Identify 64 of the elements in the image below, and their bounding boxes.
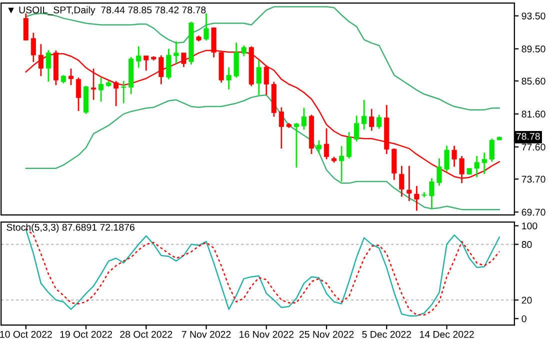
candlestick xyxy=(399,165,404,198)
candlestick xyxy=(204,12,209,42)
candlestick xyxy=(436,158,442,186)
candlestick xyxy=(98,76,104,102)
y-tick-label: 100 xyxy=(522,222,538,230)
candlestick xyxy=(474,155,480,178)
candlestick xyxy=(256,59,262,96)
candlestick xyxy=(354,114,360,142)
candlestick xyxy=(406,165,412,202)
candlestick xyxy=(76,76,82,112)
candlestick xyxy=(144,55,149,72)
candlestick xyxy=(429,178,434,210)
line-series xyxy=(25,94,500,210)
y-tick-label: 77.60 xyxy=(522,144,546,151)
candlestick xyxy=(362,99,367,130)
candlestick xyxy=(324,128,330,160)
y-tick-label: 69.70 xyxy=(522,208,546,216)
candlestick xyxy=(46,49,51,82)
candlestick xyxy=(226,66,232,90)
x-tick-label: 14 Dec 2022 xyxy=(420,330,474,338)
candlestick xyxy=(121,80,126,104)
candlestick xyxy=(158,54,164,85)
candlestick xyxy=(181,52,186,68)
candlestick xyxy=(91,68,96,101)
candlestick xyxy=(346,131,352,160)
candlestick xyxy=(166,48,172,80)
candlestick xyxy=(301,107,307,130)
x-tick-label: 19 Oct 2022 xyxy=(60,330,112,338)
x-tick-label: 25 Nov 2022 xyxy=(299,330,354,338)
candlestick xyxy=(30,32,36,63)
candlestick xyxy=(294,122,299,168)
y-tick-label: 81.60 xyxy=(522,110,546,118)
candlestick xyxy=(241,44,246,57)
y-tick-label: 85.60 xyxy=(522,78,546,85)
candlestick xyxy=(482,152,487,175)
candlestick xyxy=(68,68,74,86)
candlestick xyxy=(444,145,450,172)
candlestick xyxy=(136,46,142,68)
y-tick-label: 20 xyxy=(522,296,532,304)
y-tick-label: 0 xyxy=(522,315,526,322)
x-tick-label: 5 Dec 2022 xyxy=(362,330,412,338)
candlestick xyxy=(489,138,494,162)
chart-title: Stoch(5,3,3) 87.6891 72.1876 xyxy=(6,224,134,233)
candlestick xyxy=(414,185,420,212)
candlestick xyxy=(452,145,457,168)
candlestick xyxy=(174,40,179,64)
candlestick xyxy=(234,42,239,78)
candlestick xyxy=(339,145,344,182)
x-tick-label: 10 Oct 2022 xyxy=(0,330,52,338)
y-tick-label: 73.70 xyxy=(522,176,546,183)
y-tick-label: 80 xyxy=(522,241,532,248)
chart-title: ▼ USOIL_SPT,Daily 78.44 78.85 78.42 78.78 xyxy=(8,6,206,16)
x-tick-label: 28 Oct 2022 xyxy=(120,330,172,338)
y-tick-label: 93.50 xyxy=(522,12,546,20)
candlestick xyxy=(114,80,119,107)
x-tick-label: 7 Nov 2022 xyxy=(182,330,231,338)
candlestick xyxy=(264,64,269,96)
text: 78.78 xyxy=(516,132,540,140)
candlestick xyxy=(316,140,322,154)
y-tick-label: 89.50 xyxy=(522,46,546,52)
candlestick xyxy=(376,114,382,130)
candlestick xyxy=(369,108,374,132)
x-tick-label: 16 Nov 2022 xyxy=(240,330,294,338)
candlestick xyxy=(278,106,284,150)
